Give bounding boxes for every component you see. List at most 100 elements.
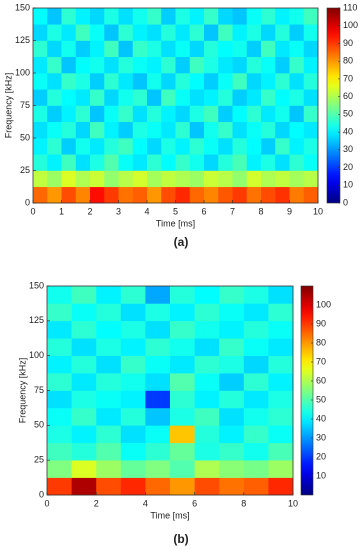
caption: (a)	[174, 235, 189, 249]
heatmap-cell	[147, 89, 162, 106]
heatmap-cell	[170, 373, 195, 391]
heatmap-cell	[90, 154, 105, 171]
heatmap-cell	[204, 24, 219, 41]
heatmap-cell	[289, 154, 305, 171]
heatmap-cell	[33, 138, 48, 155]
y-tick-label: 150	[15, 2, 30, 12]
heatmap-cell	[147, 73, 162, 90]
heatmap-cell	[219, 286, 245, 304]
heatmap-cell	[96, 425, 122, 444]
heatmap-cell	[118, 154, 134, 171]
heatmap-cell	[246, 186, 262, 204]
heatmap-cell	[90, 73, 105, 90]
heatmap-cell	[194, 355, 220, 374]
heatmap-cell	[219, 390, 245, 409]
heatmap-cell	[218, 56, 233, 74]
heatmap-cell	[289, 24, 305, 41]
heatmap-cell	[47, 8, 62, 25]
heatmap-cell	[261, 170, 276, 188]
heatmap-cell	[132, 121, 148, 139]
heatmap-cell	[218, 89, 233, 106]
heatmap-cell	[175, 24, 191, 41]
heatmap-cell	[132, 154, 148, 171]
heatmap-cell	[275, 121, 290, 139]
heatmap-cell	[118, 138, 134, 155]
heatmap-cell	[289, 186, 305, 204]
heatmap-cell	[47, 56, 62, 74]
heatmap-cell	[275, 89, 290, 106]
heatmap-cell	[204, 73, 219, 90]
heatmap-cell	[232, 56, 248, 74]
heatmap-cell	[61, 138, 77, 155]
heatmap-cell	[47, 303, 72, 322]
heatmap-cell	[194, 286, 220, 304]
heatmap-cell	[175, 56, 191, 74]
heatmap-cell	[104, 154, 119, 171]
heatmap-cell	[289, 73, 305, 90]
colorbar-tick-label: 40	[316, 413, 326, 423]
heatmap-cell	[170, 460, 195, 478]
y-axis-label: Frequency [kHz]	[3, 73, 13, 139]
heatmap-cell	[47, 477, 72, 496]
heatmap-cell	[246, 89, 262, 106]
heatmap-cell	[75, 170, 91, 188]
heatmap-cell	[232, 186, 248, 204]
x-tick-label: 3	[116, 206, 121, 216]
heatmap-cell	[147, 24, 162, 41]
heatmap-cell	[33, 24, 48, 41]
heatmap-cell	[145, 373, 171, 391]
heatmap-cell	[268, 303, 294, 322]
heatmap-cell	[33, 154, 48, 171]
y-tick-label: 75	[34, 385, 44, 395]
heatmap-cell	[147, 8, 162, 25]
heatmap-cell	[161, 40, 176, 58]
colorbar-tick-label: 90	[343, 38, 353, 48]
colorbar-tick-label: 0	[343, 197, 348, 207]
heatmap-cell	[275, 154, 290, 171]
heatmap-cell	[120, 425, 146, 444]
heatmap-cell	[170, 355, 195, 374]
heatmap-cell	[268, 320, 294, 339]
heatmap-cell	[219, 407, 245, 426]
x-tick-label: 6	[201, 206, 206, 216]
heatmap-cell	[61, 56, 77, 74]
y-tick-label: 0	[25, 197, 30, 207]
colorbar-tick-label: 80	[316, 337, 326, 347]
heatmap-cell	[218, 138, 233, 155]
heatmap-cell	[120, 320, 146, 339]
heatmap-cell	[161, 170, 176, 188]
heatmap-cell	[33, 170, 48, 188]
heatmap-cell	[175, 121, 191, 139]
heatmap-cell	[261, 89, 276, 106]
heatmap-cell	[75, 89, 91, 106]
colorbar-tick-label: 90	[316, 318, 326, 328]
heatmap-cell	[96, 303, 122, 322]
colorbar	[300, 285, 314, 496]
heatmap-cell	[204, 138, 219, 155]
heatmap-cell	[33, 8, 48, 25]
heatmap-cell	[96, 407, 122, 426]
heatmap-cell	[61, 121, 77, 139]
heatmap-cell	[47, 355, 72, 374]
heatmap-cell	[47, 73, 62, 90]
heatmap-cell	[219, 442, 245, 461]
heatmap-cell	[218, 73, 233, 90]
heatmap-cell	[232, 138, 248, 155]
heatmap-cell	[303, 73, 319, 90]
heatmap-cell	[189, 170, 205, 188]
heatmap-cell	[218, 154, 233, 171]
heatmap-cell	[289, 40, 305, 58]
colorbar-tick-label: 110	[343, 2, 357, 12]
heatmap-cell	[75, 154, 91, 171]
heatmap-cell	[194, 390, 220, 409]
heatmap-cell	[218, 121, 233, 139]
heatmap-cell	[261, 138, 276, 155]
heatmap-cell	[175, 170, 191, 188]
heatmap-cell	[47, 390, 72, 409]
heatmap-cell	[289, 170, 305, 188]
heatmap-cell	[189, 105, 205, 123]
heatmap-cell	[170, 303, 195, 322]
heatmap-cell	[90, 170, 105, 188]
heatmap-cell	[243, 286, 269, 304]
heatmap-cell	[145, 286, 171, 304]
